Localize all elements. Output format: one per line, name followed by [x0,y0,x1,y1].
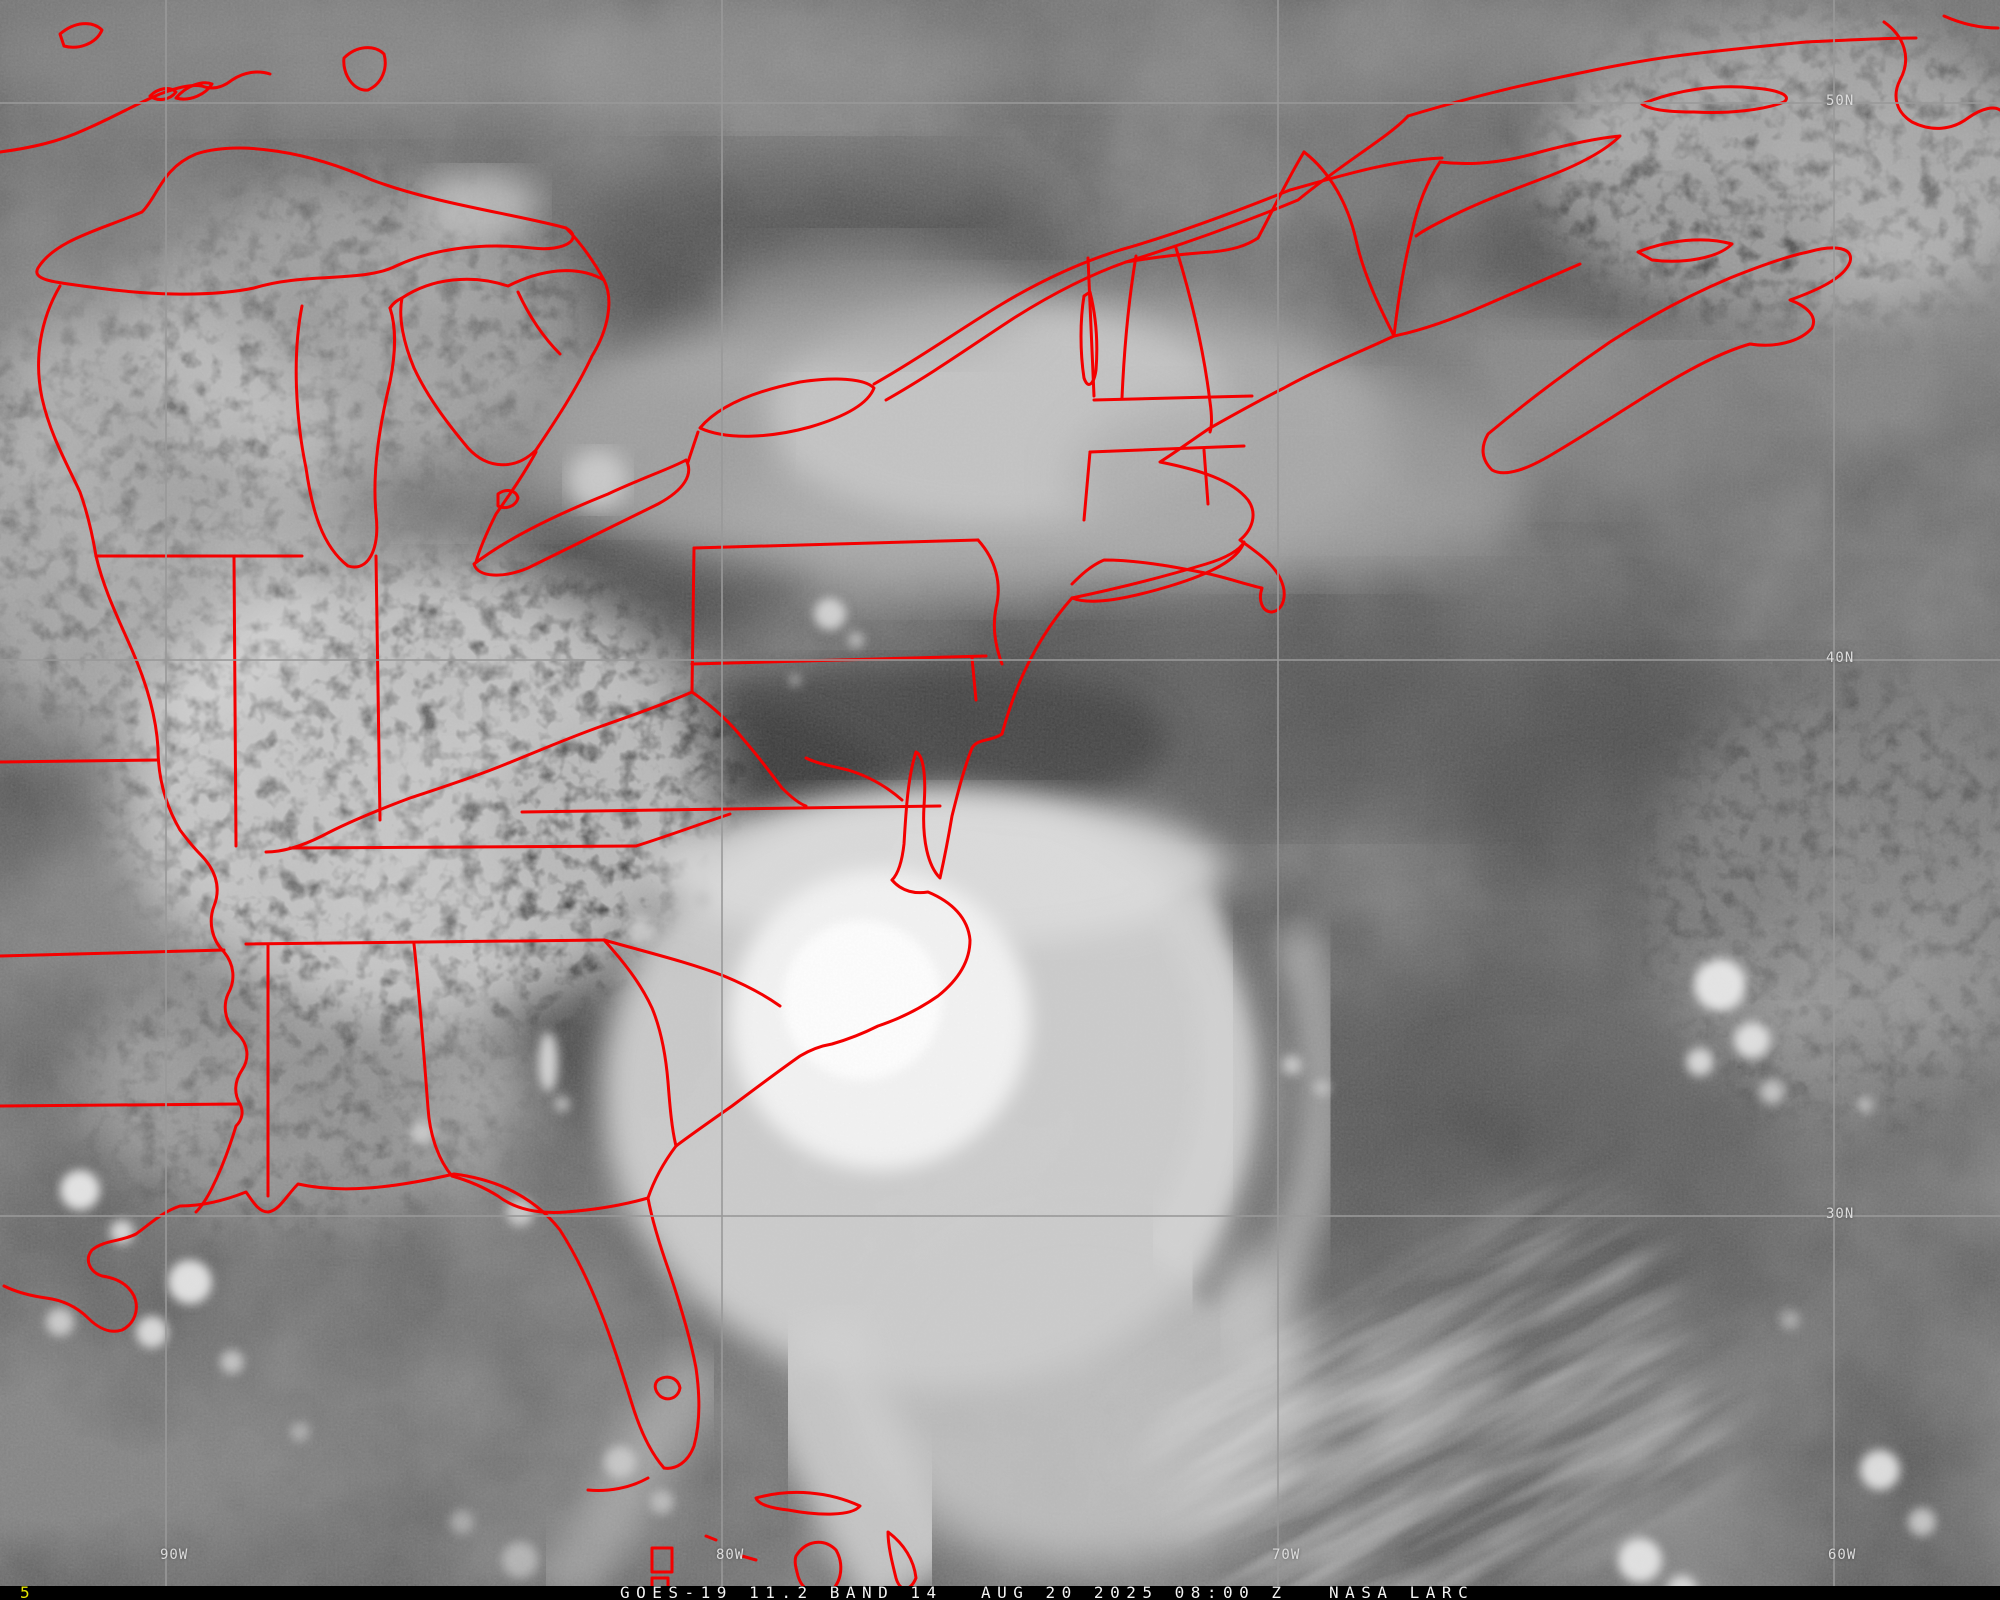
longitude-label: 90W [160,1547,189,1563]
meridian-line-60W [1833,0,1835,1586]
longitude-label: 60W [1828,1547,1857,1563]
longitude-label: 80W [716,1547,745,1563]
coastline [2,290,1396,1492]
parallel-line-30N [0,1215,2000,1217]
canada-borders [0,14,2000,475]
caption-credit: NASA LARC [1329,1583,1475,1600]
meridian-line-90W [165,0,167,1586]
caption-datetime: AUG 20 2025 08:00 Z [981,1583,1288,1600]
frame-counter: 5 [20,1583,30,1600]
caption-product: GOES-19 11.2 BAND 14 [620,1583,943,1600]
latitude-label: 40N [1826,650,1855,666]
latitude-label: 50N [1826,93,1855,109]
longitude-label: 70W [1272,1547,1301,1563]
latitude-label: 30N [1826,1206,1855,1222]
caption-bar: 5 GOES-19 11.2 BAND 14 AUG 20 2025 08:00… [0,1583,2000,1600]
great-lakes-outline [35,81,876,577]
meridian-line-70W [1277,0,1279,1586]
parallel-line-50N [0,102,2000,104]
meridian-line-80W [721,0,723,1586]
parallel-line-40N [0,659,2000,661]
